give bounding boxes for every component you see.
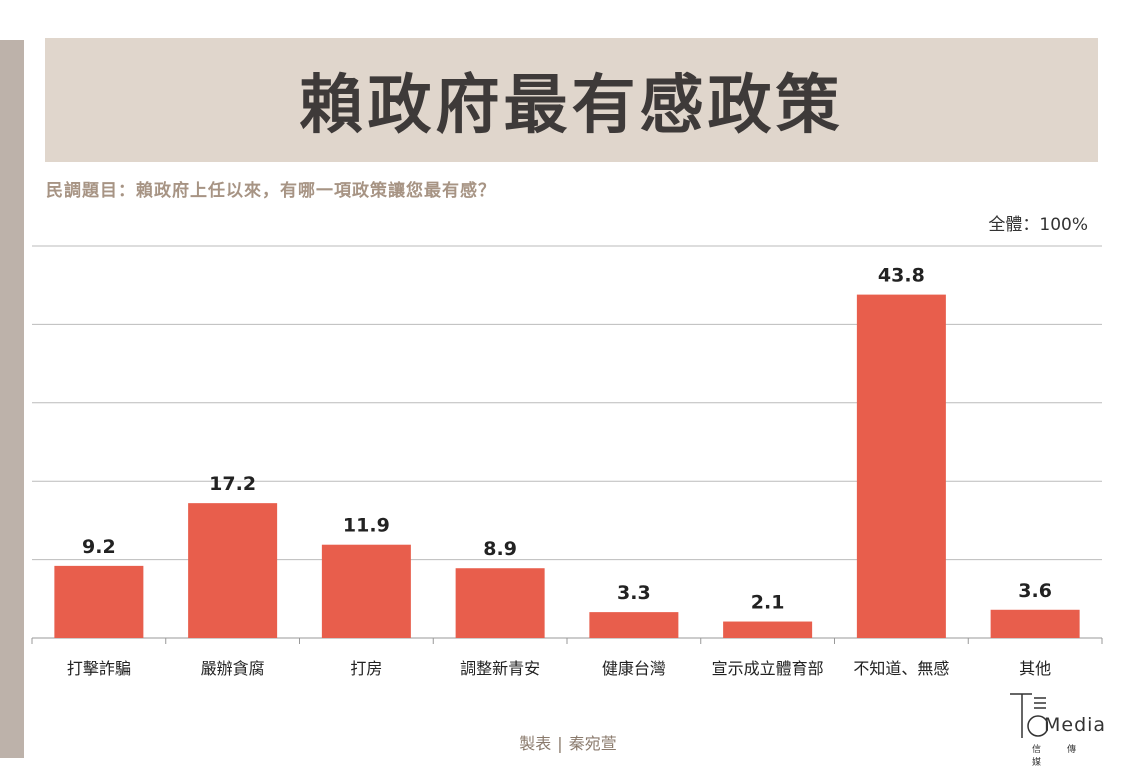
category-label: 宣示成立體育部 <box>712 659 824 678</box>
bar <box>856 294 946 638</box>
logo-mark-icon <box>1010 693 1048 738</box>
category-label: 不知道、無感 <box>853 659 949 678</box>
title-banner: 賴政府最有感政策 <box>45 38 1098 162</box>
bar <box>455 568 545 638</box>
bar-value-label: 9.2 <box>82 536 116 558</box>
bar <box>54 565 144 638</box>
category-label: 嚴辦貪腐 <box>201 659 265 678</box>
bar <box>321 544 411 638</box>
footer-author: 秦宛萱 <box>568 734 617 753</box>
logo-chinese: 信傳媒 <box>1032 745 1103 768</box>
chart-title: 賴政府最有感政策 <box>299 69 844 143</box>
bar <box>990 609 1080 638</box>
category-label: 調整新青安 <box>460 659 540 678</box>
category-label: 打房 <box>350 659 382 678</box>
total-label: 全體：100% <box>988 215 1088 235</box>
survey-question: 民調題目：賴政府上任以來，有哪一項政策讓您最有感？ <box>46 181 496 201</box>
left-accent-bar <box>0 40 24 758</box>
footer-separator: | <box>557 734 563 753</box>
category-label: 其他 <box>1019 659 1051 678</box>
bar <box>723 621 813 638</box>
bar-value-label: 3.6 <box>1018 580 1052 602</box>
bar <box>589 612 679 638</box>
category-label: 健康台灣 <box>602 659 666 678</box>
bar-value-label: 43.8 <box>878 265 925 287</box>
media-logo: Media 信傳媒 <box>1008 690 1136 768</box>
bar-value-label: 11.9 <box>343 515 390 537</box>
footer-prefix: 製表 <box>519 734 552 753</box>
bar-value-label: 17.2 <box>209 473 256 495</box>
bar-value-label: 2.1 <box>751 592 785 614</box>
footer-credit: 製表 | 秦宛萱 <box>0 730 1136 754</box>
category-label: 打擊詐騙 <box>67 659 131 678</box>
bar-value-label: 8.9 <box>483 538 517 560</box>
bar <box>188 503 278 638</box>
bar-value-label: 3.3 <box>617 582 651 604</box>
logo-word: Media <box>1044 714 1107 736</box>
